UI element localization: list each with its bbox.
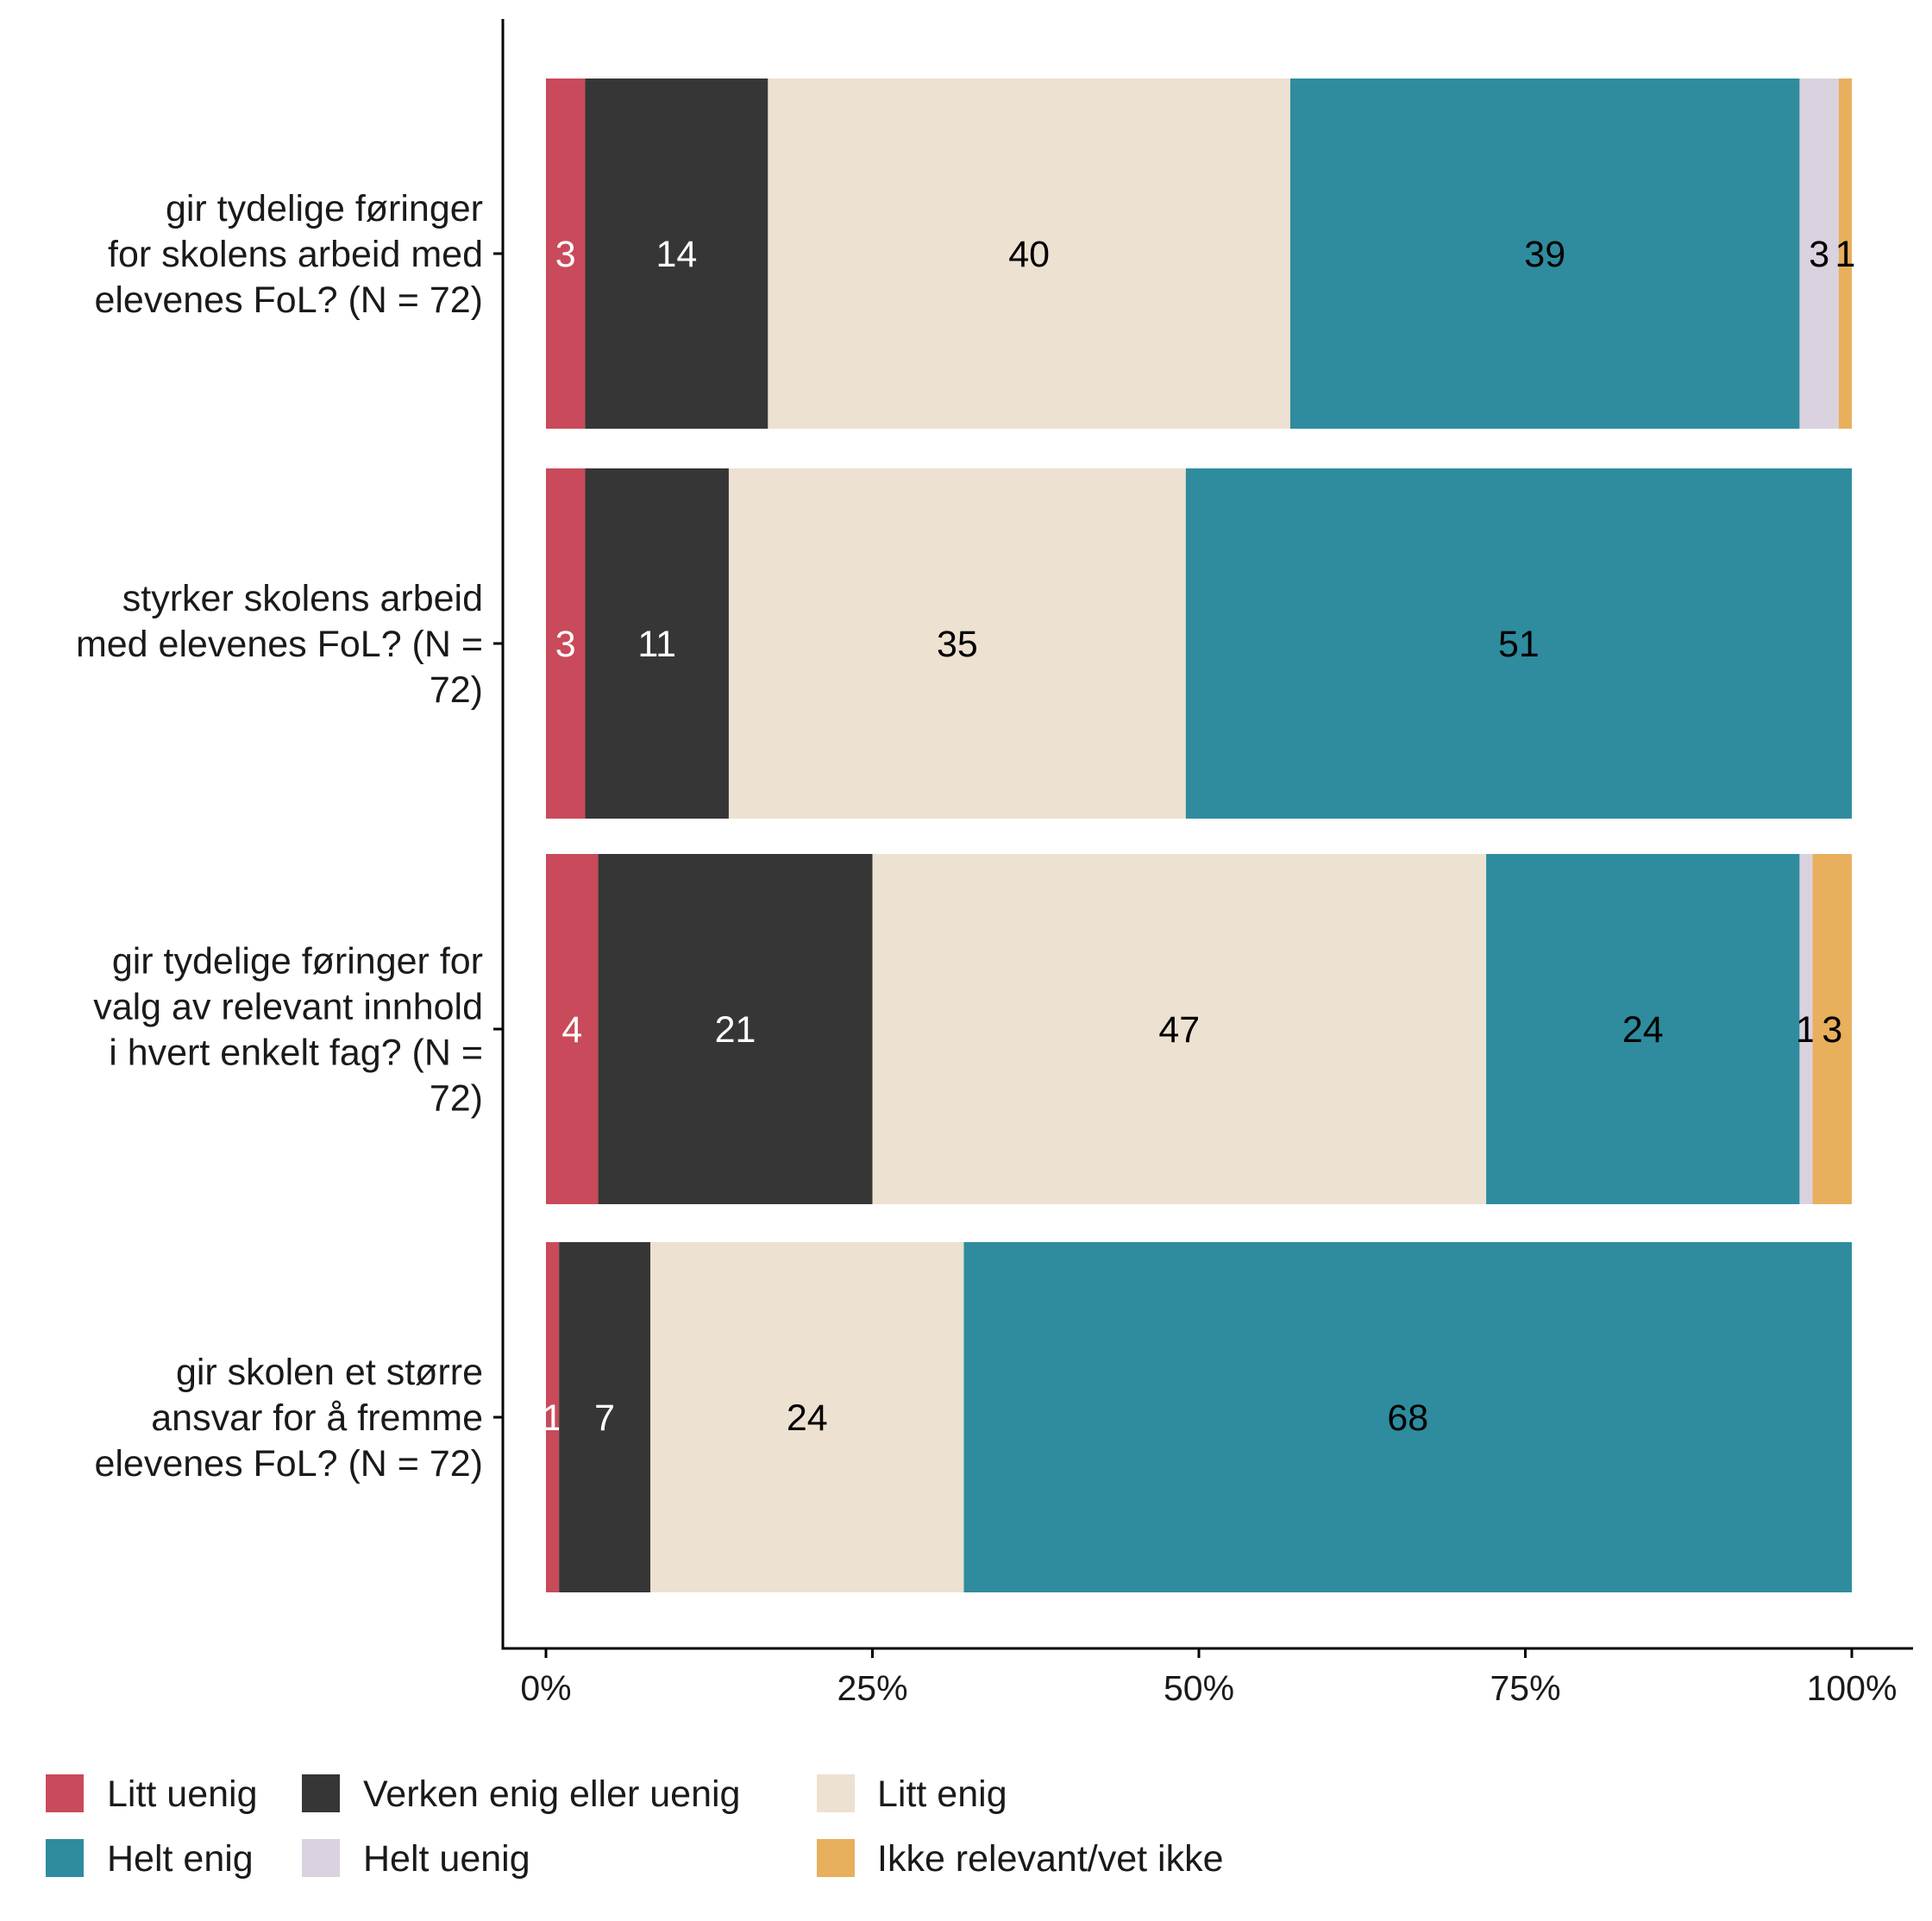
legend-label: Litt enig [877,1773,1007,1815]
data-label: 3 [555,624,576,665]
bar-segment [1185,468,1852,819]
legend-label: Verken enig eller uenig [363,1773,740,1815]
category-label: ansvar for å fremme [151,1397,483,1439]
category-label: gir skolen et større [176,1352,483,1393]
data-label: 14 [656,234,697,275]
category-label: valg av relevant innhold [93,987,483,1028]
legend-key [302,1774,340,1812]
data-label: 51 [1498,624,1540,665]
data-label: 39 [1524,234,1565,275]
data-label: 40 [1008,234,1050,275]
bar-segment [1486,854,1800,1204]
bar-segment [546,78,586,429]
bar-segment [872,854,1487,1204]
category-label: styrker skolens arbeid [122,578,483,619]
legend-label: Ikke relevant/vet ikke [877,1838,1224,1880]
data-label: 1 [1796,1009,1816,1051]
bar-segment [1799,854,1813,1204]
category-label: elevenes FoL? (N = 72) [94,1443,483,1485]
bar-segment [963,1242,1852,1592]
bar-segment [650,1242,964,1592]
data-label: 1 [1835,234,1855,275]
bar-segment [1799,78,1839,429]
bar-segment [598,854,873,1204]
data-label: 3 [1822,1009,1842,1051]
bar-segment [546,468,586,819]
data-label: 7 [594,1397,615,1439]
x-tick-label: 0% [520,1668,571,1708]
axes: 0% 25% 50% 75% 100% [493,19,1913,1708]
x-tick-label: 100% [1807,1668,1898,1708]
data-label: 3 [1809,234,1829,275]
bars-layer: 3 14 40 39 3 13 11 35 514 21 47 24 1 31 7 24 68 [543,78,1855,1592]
legend-label: Helt enig [107,1838,254,1880]
legend-key [817,1839,855,1877]
data-label: 35 [937,624,978,665]
legend-label: Litt uenig [107,1773,258,1815]
legend-label: Helt uenig [363,1838,530,1880]
legend: Litt uenig Verken enig eller uenig Litt en… [46,1773,1224,1880]
data-label: 24 [1622,1009,1664,1051]
bar-segment [1812,854,1852,1204]
x-tick-label: 50% [1164,1668,1234,1708]
data-label: 21 [715,1009,756,1051]
data-label: 3 [555,234,576,275]
bar-segment [768,78,1290,429]
category-label: gir tydelige føringer [166,188,483,229]
x-tick-label: 75% [1490,1668,1560,1708]
category-label: med elevenes FoL? (N = [76,624,483,665]
data-label: 47 [1158,1009,1200,1051]
data-label: 11 [637,624,676,665]
legend-key [817,1774,855,1812]
category-label: gir tydelige føringer for [112,941,483,982]
bar-segment [559,1242,651,1592]
x-tick-label: 25% [837,1668,907,1708]
bar-segment [1289,78,1800,429]
category-label: elevenes FoL? (N = 72) [94,279,483,321]
legend-key [46,1774,84,1812]
category-label: 72) [430,669,483,711]
category-label: for skolens arbeid med [108,234,483,275]
category-labels: gir tydelige føringer for skolens arbeid … [76,188,483,1485]
data-label: 68 [1387,1397,1428,1439]
category-label: 72) [430,1078,483,1120]
data-label: 4 [561,1009,582,1051]
data-label: 1 [543,1397,563,1439]
legend-key [302,1839,340,1877]
legend-key [46,1839,84,1877]
bar-segment [1838,78,1852,429]
bar-segment [585,78,768,429]
bar-segment [546,854,599,1204]
bar-segment [585,468,729,819]
bar-segment [546,1242,560,1592]
category-label: i hvert enkelt fag? (N = [109,1033,483,1074]
data-label: 24 [787,1397,828,1439]
bar-segment [728,468,1186,819]
